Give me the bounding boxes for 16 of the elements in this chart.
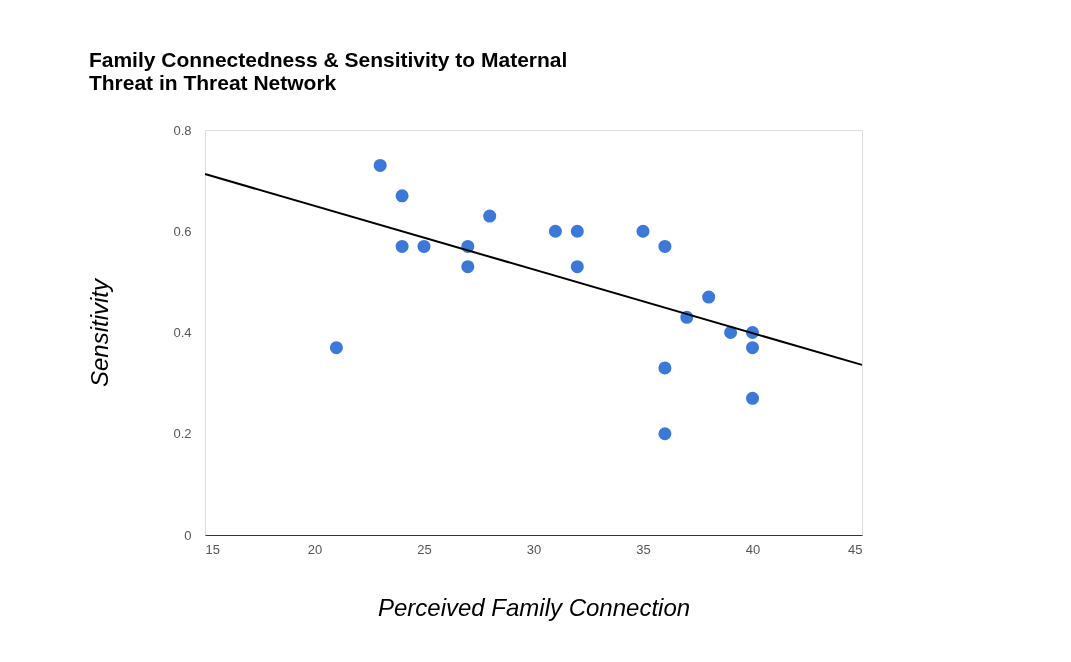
x-tick-label: 40: [745, 541, 761, 557]
text: Threat in Threat Network: [88, 71, 337, 94]
x-tick-label: 45: [848, 541, 863, 557]
y-tick-label: 0.8: [173, 122, 192, 138]
x-tick-label: 15: [205, 541, 220, 557]
x-axis-title: Perceived Family Connection: [377, 593, 691, 621]
y-tick-label: 0.6: [173, 223, 192, 239]
y-axis-title: Sensitivity: [86, 276, 114, 388]
y-tick-label: 0.4: [173, 325, 192, 340]
x-tick-label: 25: [417, 541, 432, 557]
x-tick-label: 35: [636, 541, 651, 557]
y-tick-label: 0: [184, 527, 192, 543]
y-tick-label: 0.2: [173, 426, 192, 442]
x-tick-label: 30: [526, 541, 542, 557]
x-tick-label: 20: [307, 541, 323, 557]
text: Family Connectedness & Sensitivity to Maternal: [88, 48, 568, 71]
